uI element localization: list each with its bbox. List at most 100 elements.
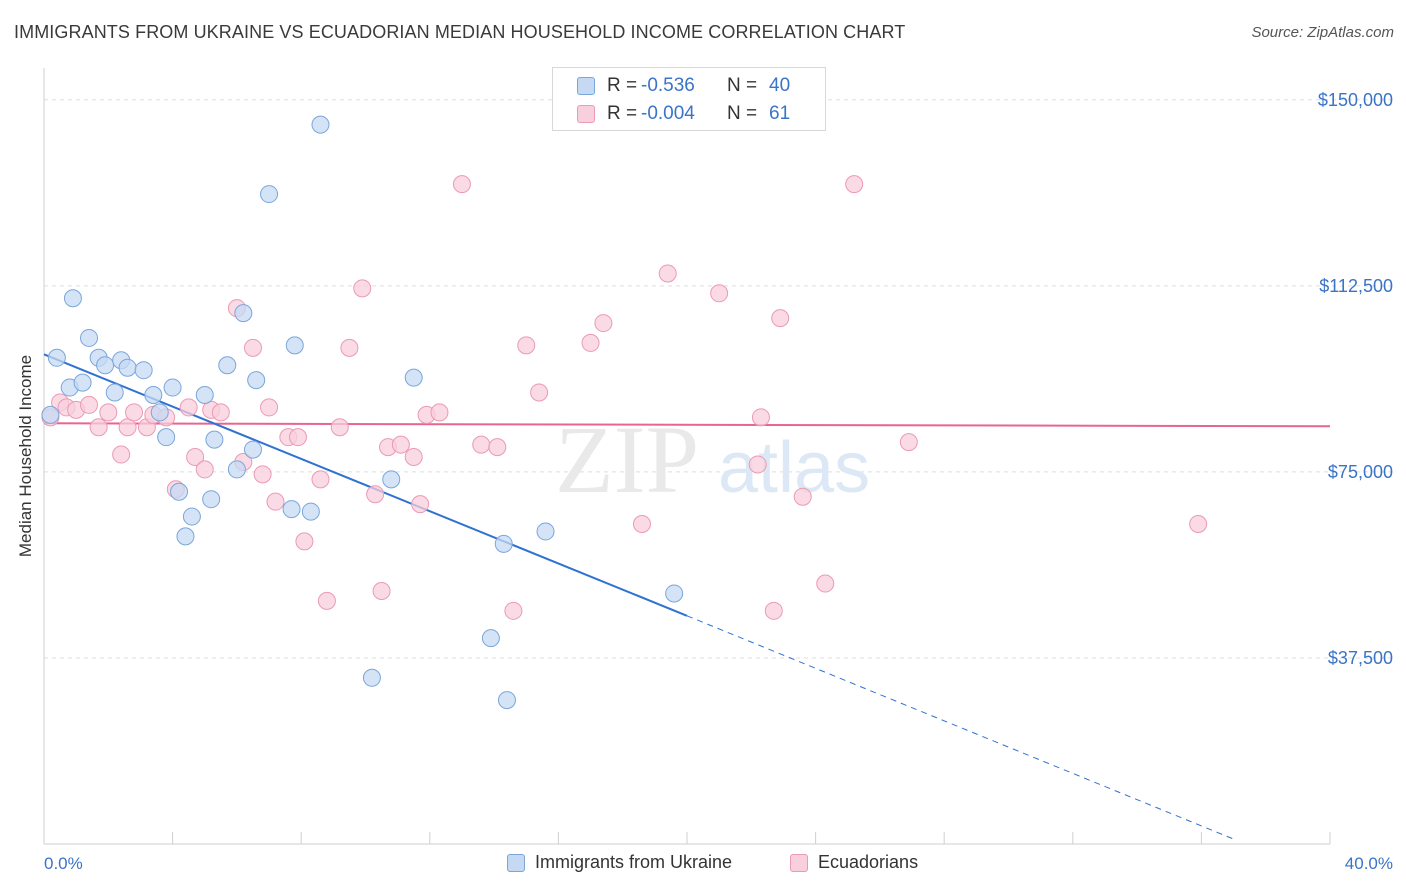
ukraine-point	[73, 373, 92, 392]
ukraine-point	[202, 490, 221, 509]
ecuador-point	[340, 338, 359, 357]
ecuador-point	[771, 309, 790, 328]
ukraine-point	[205, 430, 224, 449]
ecuador-point	[748, 455, 767, 474]
ecuador-point	[391, 435, 410, 454]
legend-item-ukraine[interactable]: Immigrants from Ukraine	[507, 852, 732, 873]
r-value: -0.004	[641, 103, 695, 124]
ecuador-point	[452, 175, 471, 194]
ecuador-point	[764, 601, 783, 620]
ukraine-point	[157, 428, 176, 447]
ecuador-point	[99, 403, 118, 422]
ukraine-point	[134, 361, 153, 380]
n-value: 40	[769, 75, 791, 96]
ecuador-point	[295, 532, 314, 551]
ecuador-points	[41, 175, 1208, 620]
ukraine-point	[163, 378, 182, 397]
ukraine-point	[481, 629, 500, 648]
ecuador-point	[311, 470, 330, 489]
source-note: Source: ZipAtlas.com	[1251, 24, 1394, 41]
ukraine-swatch	[577, 77, 595, 95]
ecuador-point	[330, 418, 349, 437]
gridlines	[44, 99, 1394, 659]
y-tick-label: $112,500	[1319, 276, 1393, 296]
ecuador-point	[288, 428, 307, 447]
ecuador-point	[253, 465, 272, 484]
axes	[43, 68, 1331, 845]
y-tick-label: $150,000	[1318, 90, 1393, 110]
ukraine-point	[494, 534, 513, 553]
ukraine-trend-extension	[686, 615, 1234, 840]
ukraine-point	[176, 527, 195, 546]
ecuador-point	[118, 418, 137, 437]
ecuador-swatch	[577, 105, 595, 123]
ecuador-point	[488, 438, 507, 457]
ecuador-point	[632, 514, 651, 533]
ukraine-point	[382, 470, 401, 489]
legend-label-ukraine: Immigrants from Ukraine	[535, 852, 733, 872]
ukraine-point	[170, 482, 189, 501]
ecuador-point	[243, 338, 262, 357]
ukraine-points	[41, 115, 684, 710]
correlation-legend: R = -0.536 N = 40 R = -0.004 N = 61	[552, 67, 826, 131]
ecuador-point	[793, 487, 812, 506]
ecuador-point	[186, 448, 205, 467]
ukraine-point	[63, 289, 82, 308]
ukraine-point	[404, 368, 423, 387]
ukraine-point	[227, 460, 246, 479]
ukraine-point	[96, 356, 115, 375]
ecuador-point	[353, 279, 372, 298]
ecuador-point	[430, 403, 449, 422]
series-legend: Immigrants from Ukraine Ecuadorians	[0, 852, 1406, 876]
ecuador-point	[317, 591, 336, 610]
ecuador-point	[125, 403, 144, 422]
ecuador-point	[411, 495, 430, 514]
ecuador-point	[112, 445, 131, 464]
watermark: ZIP atlas	[555, 406, 870, 513]
ecuador-point	[658, 264, 677, 283]
r-label: R =	[607, 75, 638, 96]
ukraine-point	[285, 336, 304, 355]
ukraine-point	[80, 328, 99, 347]
ukraine-point	[243, 440, 262, 459]
n-value: 61	[769, 103, 791, 124]
legend-row-ecuador: R = -0.004 N = 61	[577, 101, 790, 127]
ukraine-point	[105, 383, 124, 402]
chart-title: IMMIGRANTS FROM UKRAINE VS ECUADORIAN ME…	[14, 22, 906, 42]
r-value: -0.536	[641, 75, 695, 96]
y-tick-label: $37,500	[1328, 648, 1393, 668]
legend-item-ecuador[interactable]: Ecuadorians	[790, 852, 918, 873]
ukraine-point	[282, 500, 301, 519]
y-tick-label: $75,000	[1328, 462, 1393, 482]
ecuador-point	[211, 403, 230, 422]
ecuador-point	[751, 408, 770, 427]
ukraine-point	[665, 584, 684, 603]
ecuador-point	[80, 395, 99, 414]
x-tick-label-max: 40.0%	[1344, 854, 1393, 873]
ecuador-point	[1189, 514, 1208, 533]
ukraine-point	[311, 115, 330, 134]
ukraine-point	[195, 386, 214, 405]
legend-row-ukraine: R = -0.536 N = 40	[577, 73, 790, 99]
ecuador-point	[517, 336, 536, 355]
ecuador-point	[404, 448, 423, 467]
y-tick-labels: $37,500 $75,000 $112,500 $150,000	[1318, 90, 1393, 668]
ecuador-point	[260, 398, 279, 417]
ukraine-point	[260, 185, 279, 204]
ecuador-point	[710, 284, 729, 303]
ecuador-point	[266, 492, 285, 511]
ukraine-point	[247, 371, 266, 390]
ukraine-point	[118, 358, 137, 377]
ukraine-point	[362, 668, 381, 687]
ecuador-point	[845, 175, 864, 194]
ukraine-point	[150, 403, 169, 422]
ecuador-point	[366, 485, 385, 504]
ukraine-point	[47, 348, 66, 367]
ukraine-point	[234, 304, 253, 323]
ukraine-point	[301, 502, 320, 521]
watermark-zip: ZIP	[555, 406, 699, 513]
legend-label-ecuador: Ecuadorians	[818, 852, 919, 872]
ukraine-point	[536, 522, 555, 541]
ecuador-point	[504, 601, 523, 620]
